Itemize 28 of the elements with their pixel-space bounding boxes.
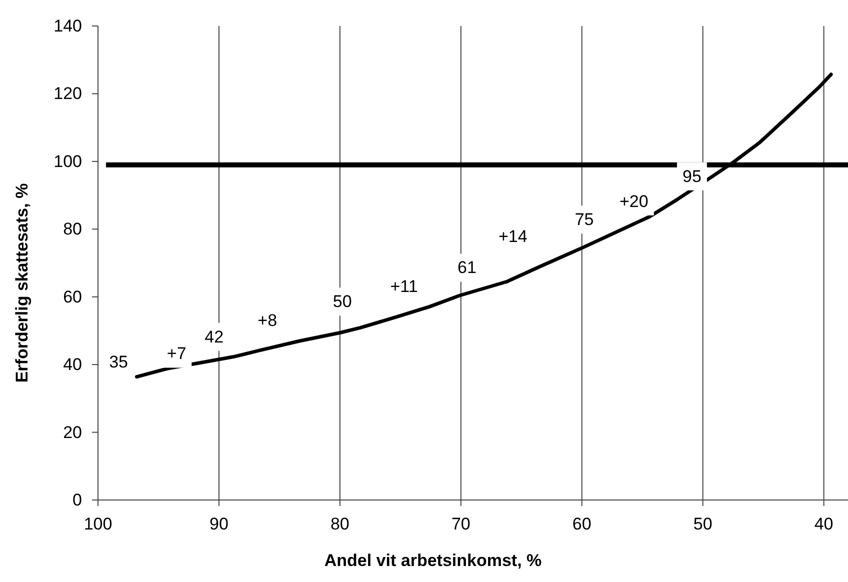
- x-tick-label: 60: [572, 514, 592, 534]
- y-tick-label: 20: [63, 422, 82, 442]
- y-tick-label: 120: [54, 84, 82, 104]
- annotation: 35: [109, 352, 128, 372]
- x-tick-label: 50: [693, 514, 712, 534]
- annotation: 95: [682, 166, 702, 186]
- y-tick-label: 0: [72, 490, 82, 510]
- x-tick-label: 100: [84, 514, 112, 534]
- annotation: 42: [204, 327, 224, 346]
- y-tick-label: 40: [63, 355, 82, 374]
- annotation: +7: [166, 344, 186, 364]
- annotation: 75: [574, 210, 594, 230]
- x-tick-label: 90: [210, 514, 228, 534]
- annotation: +20: [619, 192, 648, 211]
- annotation: +8: [258, 311, 278, 330]
- y-tick-label: 100: [54, 152, 82, 171]
- y-tick-label: 60: [63, 287, 82, 306]
- y-tick-label: 140: [54, 16, 82, 36]
- y-tick-label: 80: [63, 220, 82, 239]
- x-tick-label: 80: [330, 514, 350, 534]
- y-axis-title: Erforderlig skattesats, %: [12, 183, 32, 383]
- annotation: 61: [457, 258, 476, 278]
- annotation: +11: [390, 277, 418, 296]
- x-axis-title: Andel vit arbetsinkomst, %: [324, 551, 542, 570]
- x-tick-label: 70: [451, 514, 470, 534]
- annotation: 50: [332, 292, 352, 312]
- x-tick-label: 40: [814, 514, 834, 534]
- annotation: +14: [498, 227, 528, 246]
